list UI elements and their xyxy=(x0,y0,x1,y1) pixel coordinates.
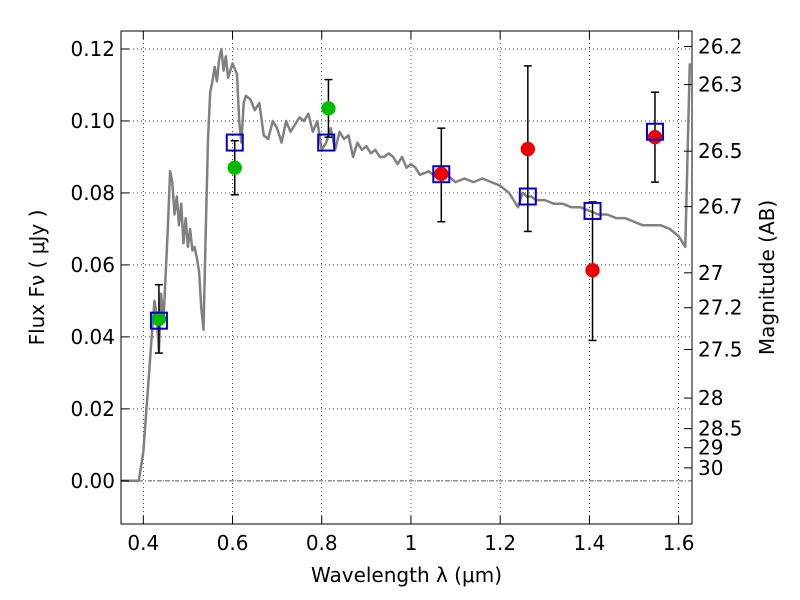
right-tick-label: 26.2 xyxy=(698,34,743,58)
y-axis-label: Flux Fν ( μJy ) xyxy=(25,210,49,346)
grid xyxy=(121,31,692,524)
right-tick-label: 26.3 xyxy=(698,73,743,97)
x-axis-label: Wavelength λ (μm) xyxy=(311,563,502,587)
blue-square-marker xyxy=(518,187,537,206)
right-tick-label: 29 xyxy=(698,436,723,460)
red-circle-marker xyxy=(647,129,663,145)
y-axis-ticks: 0.00 0.02 0.04 0.06 0.08 0.10 0.12 xyxy=(70,37,129,493)
x-tick-label: 1.2 xyxy=(484,531,516,555)
green-circle-marker xyxy=(227,160,243,175)
x-tick-label: 0.8 xyxy=(306,531,338,555)
right-tick-label: 28.5 xyxy=(698,417,743,441)
blue-square-marker xyxy=(149,311,168,330)
x-tick-label: 1.4 xyxy=(573,531,605,555)
y-tick-label: 0.08 xyxy=(70,181,115,205)
y-tick-label: 0.02 xyxy=(70,397,115,421)
y-tick-label: 0.06 xyxy=(70,253,115,277)
y-tick-label: 0.10 xyxy=(70,109,115,133)
y-tick-label: 0.00 xyxy=(70,469,115,493)
blue-square-marker xyxy=(645,122,664,141)
red-circle-marker xyxy=(520,141,536,157)
plot-frame xyxy=(120,30,693,525)
red-circle-marker xyxy=(434,166,449,182)
blue-square-marker xyxy=(432,165,451,184)
green-circle-marker xyxy=(151,311,167,327)
right-axis-label: Magnitude (AB) xyxy=(755,200,779,355)
y-tick-label: 0.12 xyxy=(70,37,115,61)
right-tick-label: 27.2 xyxy=(698,296,743,320)
data-points-layer xyxy=(149,101,664,330)
right-tick-label: 30 xyxy=(698,456,723,480)
x-tick-label: 0.6 xyxy=(217,531,249,555)
x-axis-ticks: 0.4 0.6 0.8 1 1.2 1.4 1.6 xyxy=(127,31,695,555)
blue-square-marker xyxy=(583,201,602,220)
green-circle-marker xyxy=(321,101,336,116)
y-tick-label: 0.04 xyxy=(70,325,115,349)
right-tick-label: 28 xyxy=(698,386,723,410)
right-tick-label: 27 xyxy=(698,261,723,285)
blue-square-marker xyxy=(225,133,244,152)
red-circle-marker xyxy=(585,263,600,278)
right-tick-label: 26.5 xyxy=(698,139,743,163)
right-tick-label: 26.7 xyxy=(698,195,743,219)
x-tick-label: 1.6 xyxy=(663,531,695,555)
blue-square-marker xyxy=(317,133,336,152)
x-tick-label: 0.4 xyxy=(127,531,159,555)
x-tick-label: 1 xyxy=(405,531,418,555)
right-tick-label: 27.5 xyxy=(698,337,743,361)
